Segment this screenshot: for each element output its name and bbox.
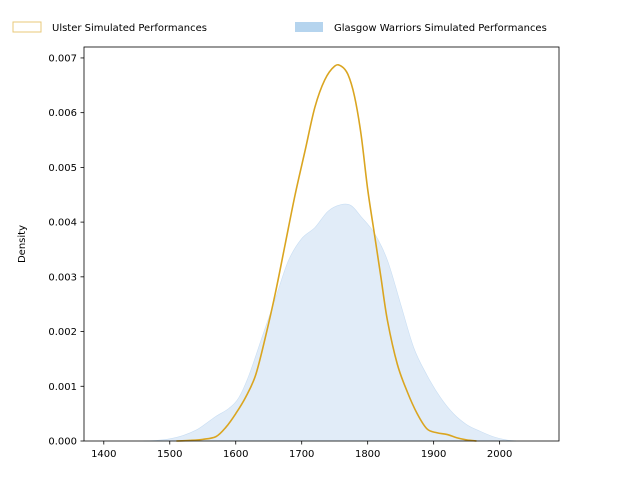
y-tick-label: 0.001 — [48, 382, 77, 393]
y-tick-label: 0.006 — [48, 108, 77, 119]
legend-label-glasgow: Glasgow Warriors Simulated Performances — [334, 23, 547, 34]
plot-frame — [83, 46, 560, 442]
y-tick-label: 0.002 — [48, 327, 77, 338]
x-tick-label: 1400 — [91, 449, 116, 460]
y-axis: 0.000 0.001 0.002 0.003 0.004 0.005 0.006 0.007 — [48, 53, 84, 448]
series-area-glasgow — [143, 203, 517, 442]
x-axis: 1400 1500 1600 1700 1800 1900 2000 — [91, 441, 512, 460]
x-tick-label: 2000 — [487, 449, 512, 460]
x-tick-label: 1800 — [355, 449, 380, 460]
y-tick-label: 0.000 — [48, 437, 77, 448]
series-line-ulster — [176, 63, 477, 442]
y-tick-label: 0.005 — [48, 163, 77, 174]
plot-area — [143, 63, 517, 442]
x-tick-label: 1600 — [223, 449, 248, 460]
x-tick-label: 1900 — [421, 449, 446, 460]
legend: Ulster Simulated Performances Glasgow Wa… — [12, 21, 547, 34]
y-axis-label: Density — [17, 225, 28, 263]
legend-label-ulster: Ulster Simulated Performances — [52, 23, 207, 34]
y-tick-label: 0.004 — [48, 218, 77, 229]
x-tick-label: 1500 — [157, 449, 182, 460]
legend-swatch-glasgow — [295, 22, 323, 32]
y-tick-label: 0.007 — [48, 53, 77, 64]
legend-swatch-ulster — [12, 21, 42, 33]
y-tick-label: 0.003 — [48, 272, 77, 283]
x-tick-label: 1700 — [289, 449, 314, 460]
